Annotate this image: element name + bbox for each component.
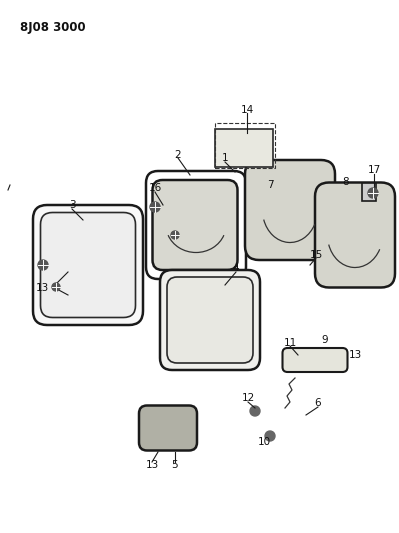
FancyBboxPatch shape — [139, 406, 197, 450]
Bar — [362, 183, 376, 201]
Text: 8: 8 — [343, 177, 349, 187]
FancyBboxPatch shape — [152, 180, 237, 270]
Circle shape — [52, 283, 60, 291]
Text: 15: 15 — [309, 250, 323, 260]
Text: 17: 17 — [367, 165, 381, 175]
Text: 1: 1 — [222, 153, 228, 163]
Text: 6: 6 — [315, 398, 321, 408]
Text: 2: 2 — [175, 150, 181, 160]
FancyBboxPatch shape — [160, 270, 260, 370]
Text: 5: 5 — [172, 460, 178, 470]
Text: 8J08 3000: 8J08 3000 — [20, 21, 86, 35]
Text: 12: 12 — [241, 393, 255, 403]
FancyBboxPatch shape — [33, 205, 143, 325]
Text: 7: 7 — [267, 180, 273, 190]
Text: 13: 13 — [348, 350, 361, 360]
Circle shape — [171, 231, 179, 239]
Circle shape — [150, 202, 160, 212]
Text: 4: 4 — [233, 263, 239, 273]
Text: 11: 11 — [283, 338, 296, 348]
FancyBboxPatch shape — [315, 182, 395, 287]
Text: 10: 10 — [257, 437, 271, 447]
Text: 13: 13 — [36, 283, 49, 293]
Circle shape — [250, 406, 260, 416]
FancyBboxPatch shape — [282, 348, 348, 372]
FancyBboxPatch shape — [167, 277, 253, 363]
Circle shape — [265, 431, 275, 441]
Text: 3: 3 — [69, 200, 75, 210]
FancyBboxPatch shape — [41, 213, 136, 318]
Text: 16: 16 — [148, 183, 162, 193]
Text: 14: 14 — [240, 105, 254, 115]
Text: 13: 13 — [145, 460, 159, 470]
Text: 9: 9 — [322, 335, 328, 345]
Bar — [215, 123, 275, 168]
Circle shape — [38, 260, 48, 270]
Bar — [215, 129, 273, 167]
FancyBboxPatch shape — [245, 160, 335, 260]
Circle shape — [368, 188, 378, 198]
